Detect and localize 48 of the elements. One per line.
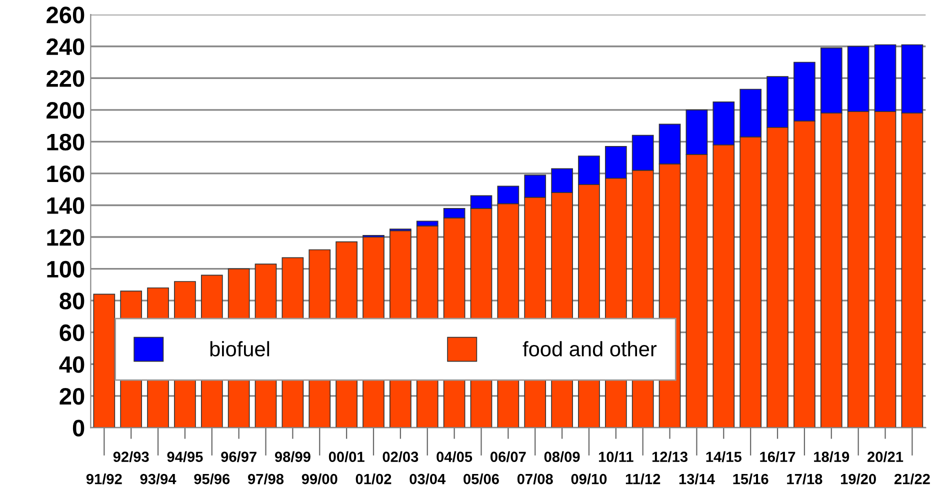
bar (93, 294, 116, 428)
legend-label: biofuel (210, 341, 270, 356)
y-tick-label: 20 (60, 388, 84, 405)
y-tick-label: 160 (47, 166, 84, 182)
x-tick-label: 97/98 (248, 474, 284, 484)
x-tick-label: 00/01 (328, 451, 364, 462)
x-tick-label: 94/95 (167, 451, 203, 462)
x-tick-label: 09/10 (571, 474, 607, 484)
x-tick-label: 21/22 (894, 474, 930, 484)
x-tick-label: 92/93 (113, 451, 149, 462)
x-tick-label: 91/92 (86, 474, 122, 484)
x-tick-label: 95/96 (194, 474, 230, 484)
x-tick-label: 10/11 (598, 451, 634, 462)
y-tick-label: 60 (60, 324, 84, 342)
x-tick-label: 14/15 (706, 451, 742, 462)
x-tick-label: 16/17 (760, 451, 796, 462)
y-tick-label: 120 (47, 229, 84, 246)
y-tick-label: 100 (47, 260, 84, 278)
x-tick-label: 06/07 (490, 451, 526, 462)
x-tick-label: 19/20 (840, 474, 876, 484)
x-tick-label: 98/99 (274, 451, 310, 462)
x-tick-label: 11/12 (626, 474, 660, 484)
y-tick-label: 140 (47, 197, 84, 214)
x-tick-label: 99/00 (302, 474, 338, 484)
y-tick-label: 220 (46, 70, 84, 87)
y-tick-label: 0 (72, 420, 84, 436)
x-tick-label: 93/94 (140, 474, 176, 484)
y-tick-label: 180 (47, 134, 84, 150)
x-tick-label: 02/03 (382, 451, 418, 462)
x-tick-label: 13/14 (679, 474, 715, 484)
x-tick-label: 07/08 (517, 474, 553, 484)
y-tick-label: 200 (46, 102, 84, 119)
x-tick-label: 96/97 (221, 451, 256, 462)
x-tick-label: 18/19 (814, 451, 850, 462)
x-tick-label: 20/21 (868, 451, 904, 462)
y-tick-label: 80 (60, 292, 84, 310)
x-tick-label: 15/16 (733, 474, 768, 484)
x-tick-label: 03/04 (410, 474, 446, 484)
x-tick-label: 04/05 (436, 451, 472, 462)
y-tick-label: 260 (46, 6, 84, 24)
legend-label: food and other (522, 341, 657, 356)
x-tick-label: 05/06 (464, 474, 499, 484)
x-tick-label: 12/13 (652, 451, 688, 462)
x-tick-label: 08/09 (544, 451, 580, 462)
y-tick-label: 40 (59, 356, 84, 373)
y-tick-label: 240 (46, 38, 84, 56)
x-tick-label: 01/02 (356, 474, 392, 484)
x-tick-label: 17/18 (787, 474, 822, 484)
